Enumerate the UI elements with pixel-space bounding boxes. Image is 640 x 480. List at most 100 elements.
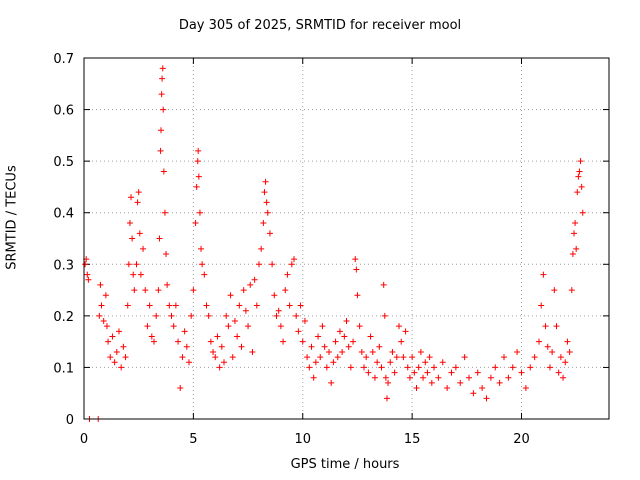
x-tick-label: 10: [294, 432, 311, 447]
data-point: [560, 374, 567, 381]
data-point: [105, 338, 112, 345]
data-point: [172, 302, 179, 309]
data-point: [286, 302, 293, 309]
data-point: [97, 281, 104, 288]
data-point: [102, 292, 109, 299]
data-point: [339, 348, 346, 355]
data-point: [326, 348, 332, 355]
data-point: [266, 230, 273, 237]
data-point: [193, 183, 200, 190]
data-point: [422, 359, 429, 366]
data-point: [496, 379, 503, 386]
data-point: [186, 359, 192, 366]
data-point: [273, 312, 280, 319]
x-tick-label: 20: [513, 432, 530, 447]
data-point: [301, 318, 308, 325]
data-point: [426, 354, 433, 361]
data-point: [160, 168, 167, 175]
data-point: [553, 323, 560, 330]
data-point: [118, 364, 125, 371]
data-point: [531, 354, 538, 361]
data-point: [297, 302, 304, 309]
data-point: [229, 354, 236, 361]
data-point: [120, 343, 127, 350]
data-point: [474, 369, 481, 376]
data-point: [168, 312, 175, 319]
x-tick-label: 15: [404, 432, 421, 447]
data-point: [540, 271, 547, 278]
chart-title: Day 305 of 2025, SRMTID for receiver moo…: [178, 18, 462, 33]
data-point: [158, 127, 164, 134]
data-point: [396, 323, 402, 330]
data-point: [245, 323, 252, 330]
data-point: [334, 354, 341, 361]
data-point: [137, 271, 144, 278]
data-point: [568, 287, 575, 294]
y-tick-label: 0: [66, 413, 74, 428]
data-point: [82, 261, 89, 268]
data-point: [109, 333, 116, 340]
data-point: [363, 354, 370, 361]
data-point: [157, 147, 164, 154]
data-point: [261, 189, 268, 196]
data-point: [304, 354, 311, 361]
data-point: [194, 158, 201, 165]
data-point: [146, 302, 153, 309]
data-point: [431, 364, 437, 371]
data-point: [536, 338, 542, 345]
data-point: [470, 390, 477, 397]
data-point: [196, 209, 203, 216]
data-point: [352, 256, 359, 263]
data-point: [247, 281, 254, 288]
data-point: [312, 359, 319, 366]
data-point: [216, 364, 223, 371]
data-point: [514, 348, 521, 355]
y-tick-label: 0.4: [53, 207, 74, 222]
data-point: [569, 250, 576, 257]
data-point: [84, 271, 91, 278]
data-point: [135, 189, 142, 196]
data-point: [85, 276, 92, 283]
data-point: [129, 235, 136, 242]
data-point: [380, 281, 387, 288]
data-point: [321, 343, 328, 350]
data-point: [203, 302, 210, 309]
data-point: [576, 168, 583, 175]
y-tick-label: 0.5: [53, 155, 74, 170]
data-point: [288, 261, 295, 268]
data-point: [183, 343, 190, 350]
data-point: [236, 302, 243, 309]
data-point: [188, 312, 195, 319]
data-point: [323, 364, 330, 371]
data-point: [218, 343, 225, 350]
data-point: [212, 354, 219, 361]
data-point: [282, 287, 289, 294]
data-point: [263, 199, 270, 206]
data-point: [424, 369, 431, 376]
data-point: [361, 364, 367, 371]
data-point: [166, 302, 173, 309]
data-point: [382, 374, 389, 381]
data-point: [571, 230, 577, 237]
data-point: [579, 209, 586, 216]
data-point: [544, 343, 551, 350]
data-point: [574, 189, 581, 196]
data-point: [345, 343, 352, 350]
data-point: [317, 354, 324, 361]
data-point: [391, 369, 398, 376]
data-point: [153, 312, 160, 319]
data-point: [389, 348, 396, 355]
data-point: [448, 369, 455, 376]
data-points: [82, 65, 586, 422]
data-point: [159, 75, 166, 82]
data-point: [231, 318, 238, 325]
data-point: [116, 328, 122, 335]
data-point: [413, 385, 420, 392]
data-point: [130, 271, 137, 278]
data-point: [461, 354, 468, 361]
data-point: [142, 287, 149, 294]
data-point: [271, 292, 278, 299]
data-point: [306, 364, 313, 371]
data-point: [365, 369, 372, 376]
data-point: [393, 354, 400, 361]
